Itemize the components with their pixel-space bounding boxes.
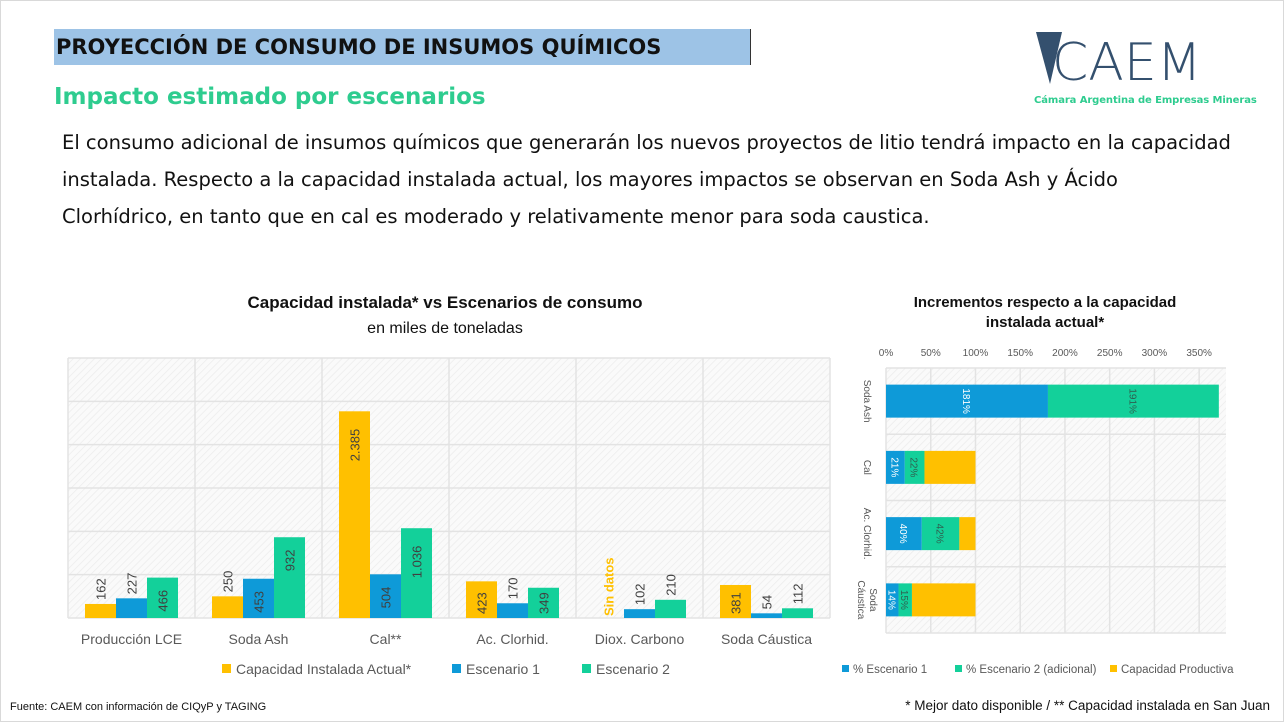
bar-escenario-1 [243,578,274,618]
bar-capacidad [720,584,751,618]
data-label: 42% [934,524,945,544]
data-label: 932 [283,550,298,572]
legend-swatch [955,665,962,672]
bar-escenario-1 [624,609,655,618]
bar-escenario-1 [370,574,401,618]
data-label: 2.385 [348,429,363,462]
bar-segment [911,583,976,617]
x-tick-label: 150% [1007,348,1033,359]
data-label: 250 [221,571,236,593]
legend-label: Escenario 1 [466,661,540,677]
legend-swatch [222,664,231,673]
logo-mark-icon [1036,32,1062,84]
legend-swatch [452,664,461,673]
x-tick-label: 50% [921,348,941,359]
body-paragraph: El consumo adicional de insumos químicos… [62,131,1231,228]
bar-segment [886,450,905,484]
bar-segment [904,450,925,484]
page-title: PROYECCIÓN DE CONSUMO DE INSUMOS QUÍMICO… [54,29,751,65]
data-label: 191% [1126,388,1137,414]
bar-escenario-1 [497,603,528,618]
bar-segment [886,583,899,617]
legend-label: % Escenario 1 [853,664,927,676]
bar-segment [886,517,922,551]
data-label: 54 [760,595,775,609]
category-label: Ac. Clorhid. [861,508,872,560]
bar-escenario-2 [782,608,813,618]
data-label: 1.036 [410,546,425,579]
bar-escenario-2 [528,587,559,618]
bar-segment [1047,384,1219,418]
x-tick-label: 100% [963,348,989,359]
bar-capacidad [339,411,370,618]
data-label: 466 [156,590,171,612]
category-label: Soda [867,588,878,612]
legend-label: Capacidad Productiva [1121,664,1234,676]
bar-escenario-1 [751,613,782,618]
data-label: 22% [908,457,919,477]
left-chart-title: Capacidad instalada* vs Escenarios de co… [247,293,643,312]
bar-segment [959,517,976,551]
legend-swatch [842,665,849,672]
bar-capacidad [85,603,116,618]
category-label: Soda Ash [229,631,289,647]
logo-text: CAEM [1052,33,1202,93]
x-tick-label: 250% [1097,348,1123,359]
legend-swatch [1110,665,1117,672]
data-label: 453 [252,591,267,613]
category-label: Soda Ash [861,380,872,423]
data-label: 381 [729,592,744,614]
data-label: 40% [897,524,908,544]
category-label: Cáustica [855,580,866,619]
bar-segment [924,450,976,484]
logo-subtitle: Cámara Argentina de Empresas Mineras [1034,95,1257,106]
data-label: 162 [94,578,109,600]
data-label: 15% [898,590,909,610]
bar-escenario-2 [274,537,305,618]
page-subtitle: Impacto estimado por escenarios [54,84,486,110]
data-label: 227 [125,573,140,595]
legend-swatch [582,664,591,673]
source-note: Fuente: CAEM con información de CIQyP y … [10,701,267,713]
data-label: 349 [537,592,552,614]
data-label: 423 [475,592,490,614]
data-label: 210 [664,574,679,596]
category-label: Cal [861,460,872,475]
bar-segment [921,517,960,551]
footnote: * Mejor dato disponible / ** Capacidad i… [905,698,1270,713]
data-label: 112 [791,584,806,605]
data-label: 181% [960,388,971,414]
data-label: 14% [885,590,896,610]
bar-escenario-2 [655,599,686,618]
legend-label: Escenario 2 [596,661,670,677]
right-chart-title: Incrementos respecto a la capacidad inst… [913,294,1177,331]
x-tick-label: 300% [1142,348,1168,359]
category-label: Cal** [370,631,402,647]
bar-escenario-2 [401,528,432,618]
bar-segment [898,583,912,617]
category-label: Ac. Clorhid. [476,631,548,647]
bar-capacidad [212,596,243,618]
category-label: Soda Cáustica [721,631,812,647]
data-label: 170 [506,578,521,600]
category-label: Producción LCE [81,631,182,647]
legend-label: Capacidad Instalada Actual* [236,661,412,677]
bar-capacidad [466,581,497,618]
category-label: Diox. Carbono [595,631,685,647]
no-data-label: Sin datos [602,557,617,616]
x-tick-label: 350% [1186,348,1212,359]
bar-escenario-1 [116,598,147,618]
caem-logo: CAEM [1036,32,1202,93]
x-tick-label: 0% [879,348,894,359]
left-chart-subtitle: en miles de toneladas [367,320,523,337]
bar-escenario-2 [147,577,178,618]
bar-segment [886,384,1048,418]
data-label: 102 [633,583,648,605]
data-label: 504 [379,587,394,609]
legend-label: % Escenario 2 (adicional) [966,664,1097,676]
x-tick-label: 200% [1052,348,1078,359]
data-label: 21% [888,457,899,477]
